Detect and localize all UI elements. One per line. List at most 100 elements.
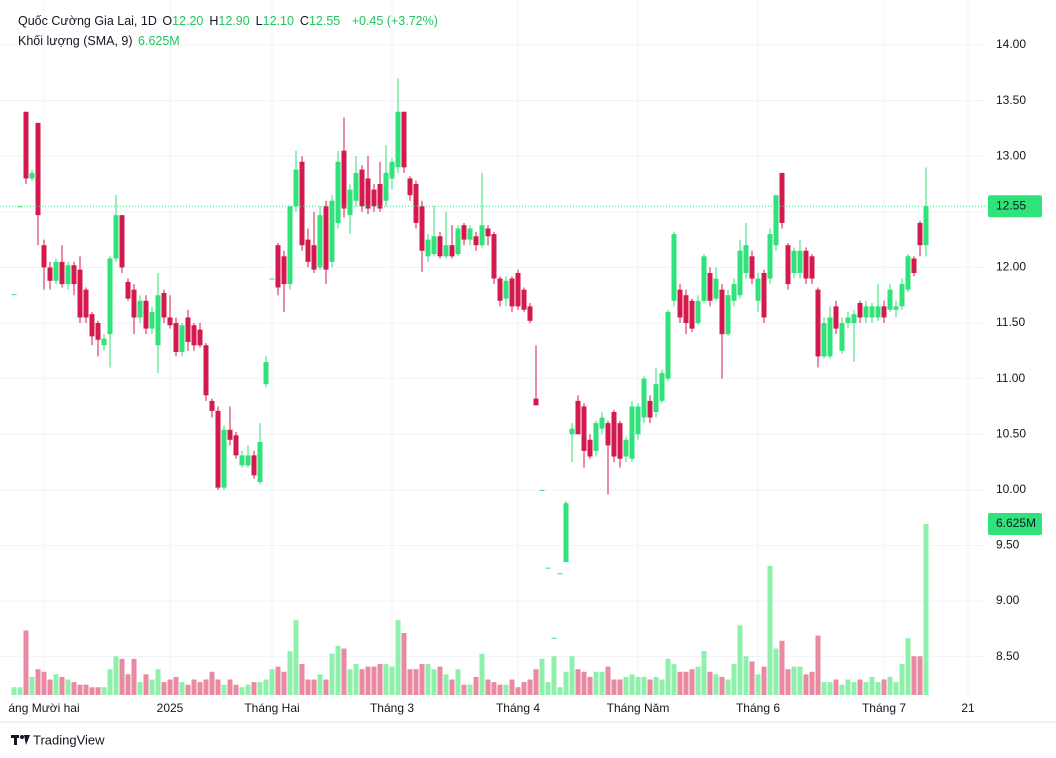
candle-body bbox=[371, 189, 377, 207]
candle-body bbox=[773, 195, 779, 246]
y-tick-label: 9.50 bbox=[996, 538, 1020, 552]
candle-body bbox=[275, 245, 281, 288]
candle-body bbox=[455, 228, 461, 255]
candle-body bbox=[797, 250, 803, 273]
candle-body bbox=[491, 234, 497, 279]
candle-body bbox=[815, 289, 821, 357]
ohlc-key: L bbox=[255, 14, 263, 28]
y-tick-label: 9.00 bbox=[996, 593, 1020, 607]
candle-body bbox=[785, 245, 791, 285]
candle-body bbox=[827, 317, 833, 357]
symbol-title: Quốc Cường Gia Lai, 1D bbox=[18, 14, 157, 28]
volume-bar bbox=[317, 674, 323, 695]
volume-bar bbox=[683, 671, 689, 695]
volume-last: 6.625M bbox=[138, 34, 180, 48]
x-tick-label: Tháng 4 bbox=[496, 701, 540, 715]
volume-last-box bbox=[988, 513, 1042, 535]
candle-body bbox=[479, 225, 485, 246]
volume-bar bbox=[899, 664, 905, 695]
ohlc: O12.20 H12.90 L12.10 C12.55 bbox=[162, 14, 346, 28]
candle-body bbox=[527, 306, 533, 321]
candle-body bbox=[101, 338, 107, 346]
candle-body bbox=[839, 323, 845, 351]
volume-last-label: 6.625M bbox=[996, 516, 1036, 530]
volume-bar bbox=[197, 682, 203, 695]
x-tick-label: Tháng 6 bbox=[736, 701, 780, 715]
volume-bar bbox=[611, 679, 617, 695]
volume-bar bbox=[17, 687, 23, 695]
x-tick-label: Tháng 7 bbox=[862, 701, 906, 715]
volume-bar bbox=[677, 671, 683, 695]
ohlc-value: 12.20 bbox=[172, 14, 204, 28]
volume-bar bbox=[605, 666, 611, 695]
candle-body bbox=[113, 215, 119, 259]
candle-body bbox=[335, 161, 341, 223]
candle-body bbox=[659, 373, 665, 401]
candle-body bbox=[677, 289, 683, 318]
volume-bar bbox=[587, 676, 593, 695]
volume-bar bbox=[497, 684, 503, 695]
volume-bar bbox=[89, 687, 95, 695]
volume-bar bbox=[911, 656, 917, 695]
volume-bar bbox=[101, 687, 107, 695]
candle-body bbox=[605, 423, 611, 446]
y-tick-label: 12.00 bbox=[996, 260, 1026, 274]
volume-bar bbox=[455, 669, 461, 695]
candle-body bbox=[887, 289, 893, 310]
candle-body bbox=[557, 573, 563, 575]
ohlc-value: 12.10 bbox=[262, 14, 294, 28]
candle-body bbox=[587, 439, 593, 457]
y-tick-label: 13.50 bbox=[996, 93, 1026, 107]
volume-bar bbox=[329, 653, 335, 695]
volume-bar bbox=[557, 687, 563, 695]
x-tick-label: Tháng 3 bbox=[370, 701, 414, 715]
candle-body bbox=[539, 489, 545, 491]
volume-bar bbox=[251, 682, 257, 695]
candle-body bbox=[899, 284, 905, 307]
candle-body bbox=[593, 423, 599, 451]
volume-bar bbox=[281, 671, 287, 695]
volume-bar bbox=[575, 669, 581, 695]
volume-name: Khối lượng (SMA, 9) bbox=[18, 34, 133, 48]
candle-body bbox=[911, 258, 917, 273]
volume-bar bbox=[371, 666, 377, 695]
volume-bar bbox=[461, 684, 467, 695]
candle-body bbox=[119, 215, 125, 268]
candle-body bbox=[287, 206, 293, 285]
candle-body bbox=[161, 293, 167, 318]
logo-shape bbox=[20, 735, 24, 739]
legend-main: Quốc Cường Gia Lai, 1D O12.20 H12.90 L12.1… bbox=[18, 14, 440, 28]
candle-body bbox=[347, 189, 353, 216]
volume-bar bbox=[695, 666, 701, 695]
candle-body bbox=[923, 206, 929, 246]
candle-body bbox=[377, 184, 383, 209]
candle-body bbox=[95, 323, 101, 340]
candle-body bbox=[323, 206, 329, 270]
volume-bar bbox=[869, 676, 875, 695]
volume-bar bbox=[419, 664, 425, 695]
candle-body bbox=[893, 306, 899, 310]
volume-bar bbox=[623, 676, 629, 695]
volume-bar bbox=[479, 653, 485, 695]
candle-body bbox=[869, 306, 875, 318]
volume-bar bbox=[719, 676, 725, 695]
candle-body bbox=[713, 278, 719, 299]
volume-bar bbox=[791, 666, 797, 695]
volume-bar bbox=[485, 679, 491, 695]
last-price-label: 12.55 bbox=[996, 198, 1026, 212]
volume-bar bbox=[803, 674, 809, 695]
volume-bar bbox=[167, 679, 173, 695]
volume-bar bbox=[299, 664, 305, 695]
candle-body bbox=[689, 300, 695, 329]
volume-bar bbox=[137, 682, 143, 695]
volume-bar bbox=[65, 679, 71, 695]
candle-body bbox=[209, 400, 215, 411]
candle-body bbox=[485, 228, 491, 237]
volume-bar bbox=[59, 676, 65, 695]
candle-body bbox=[83, 289, 89, 318]
volume-bar bbox=[365, 666, 371, 695]
volume-bar bbox=[449, 679, 455, 695]
candle-body bbox=[881, 306, 887, 318]
candle-body bbox=[203, 345, 209, 396]
candle-body bbox=[125, 281, 131, 299]
